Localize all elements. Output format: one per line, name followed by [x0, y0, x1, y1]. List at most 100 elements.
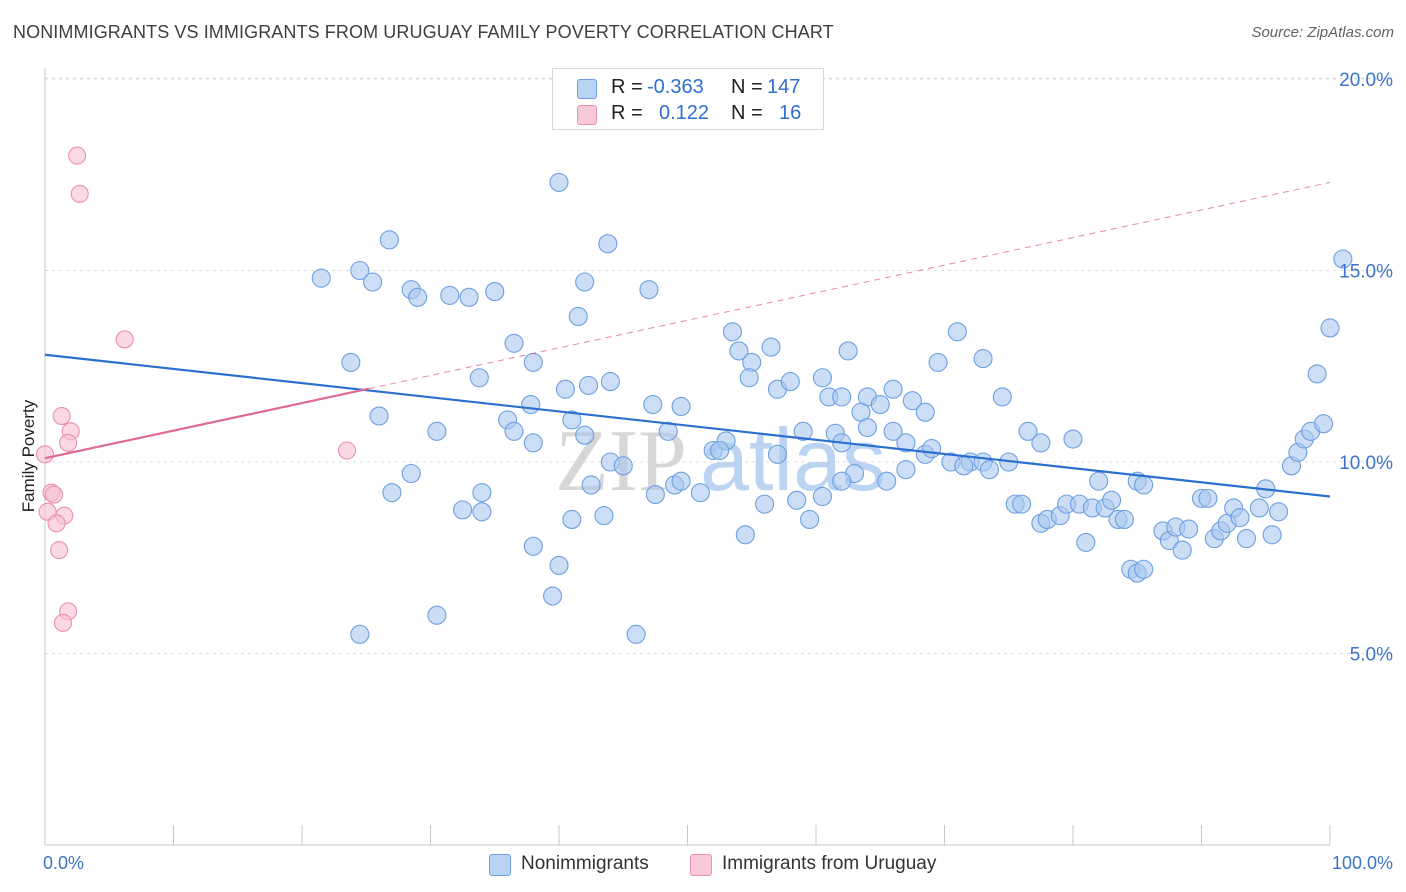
- y-tick-label: 15.0%: [1339, 262, 1393, 283]
- point-nonimmigrant: [408, 287, 428, 307]
- point-nonimmigrant: [350, 260, 370, 281]
- legend-r-label: R =: [611, 76, 643, 98]
- point-nonimmigrant: [1063, 429, 1083, 449]
- legend-swatch-blue: [577, 79, 597, 99]
- point-nonimmigrant: [643, 394, 663, 415]
- point-nonimmigrant: [1314, 414, 1334, 434]
- point-nonimmigrant: [761, 337, 781, 357]
- point-nonimmigrant: [523, 536, 543, 556]
- legend-label: Immigrants from Uruguay: [722, 853, 937, 874]
- point-nonimmigrant: [575, 272, 595, 292]
- point-nonimmigrant: [521, 394, 541, 415]
- point-nonimmigrant: [1031, 433, 1051, 453]
- point-nonimmigrant: [1230, 507, 1250, 528]
- legend-swatch-blue: [489, 854, 511, 876]
- data-points: [35, 146, 1353, 644]
- point-nonimmigrant: [690, 483, 710, 503]
- legend-r-value: 0.122: [659, 102, 710, 124]
- point-nonimmigrant: [1320, 318, 1340, 338]
- point-nonimmigrant: [469, 368, 489, 388]
- legend-swatch-pink: [690, 854, 712, 876]
- trend-line-nonimmigrants: [44, 353, 1331, 498]
- x-tick-label: 100.0%: [1332, 853, 1393, 873]
- point-nonimmigrant: [575, 425, 595, 445]
- point-nonimmigrant: [787, 490, 807, 510]
- point-nonimmigrant: [350, 624, 370, 644]
- point-nonimmigrant: [800, 509, 820, 530]
- point-uruguay: [47, 514, 66, 533]
- point-nonimmigrant: [485, 282, 505, 302]
- axes: [44, 68, 1331, 846]
- point-nonimmigrant: [1018, 421, 1038, 441]
- point-nonimmigrant: [954, 456, 974, 476]
- point-nonimmigrant: [979, 460, 1000, 480]
- trend-line-uruguay: [44, 387, 370, 460]
- point-nonimmigrant: [1307, 364, 1327, 384]
- point-nonimmigrant: [722, 322, 743, 342]
- point-uruguay: [70, 184, 89, 203]
- point-nonimmigrant: [598, 234, 618, 254]
- legend-n-value: 16: [779, 102, 802, 124]
- y-axis-label: Family Poverty: [19, 399, 38, 512]
- point-nonimmigrant: [767, 444, 788, 464]
- point-nonimmigrant: [613, 456, 633, 476]
- trend-lines: [44, 181, 1331, 498]
- point-nonimmigrant: [755, 494, 775, 514]
- point-nonimmigrant: [523, 433, 543, 453]
- point-nonimmigrant: [838, 341, 858, 361]
- point-nonimmigrant: [1134, 475, 1154, 495]
- y-tick-label: 20.0%: [1339, 70, 1393, 91]
- point-nonimmigrant: [902, 391, 922, 411]
- point-nonimmigrant: [735, 525, 755, 545]
- legend-r-value: -0.363: [647, 76, 704, 98]
- point-uruguay: [68, 146, 87, 165]
- source-credit: Source: ZipAtlas.com: [1251, 24, 1394, 41]
- point-nonimmigrant: [658, 421, 678, 441]
- point-nonimmigrant: [379, 230, 399, 250]
- point-nonimmigrant: [555, 379, 575, 399]
- point-nonimmigrant: [543, 586, 563, 606]
- point-nonimmigrant: [780, 372, 800, 392]
- point-uruguay: [115, 330, 134, 349]
- point-nonimmigrant: [472, 502, 492, 522]
- point-uruguay: [337, 441, 357, 460]
- point-nonimmigrant: [832, 387, 852, 407]
- legend-n-value: 147: [767, 76, 801, 98]
- point-nonimmigrant: [453, 500, 473, 520]
- point-nonimmigrant: [523, 352, 543, 372]
- point-nonimmigrant: [1269, 502, 1289, 522]
- point-nonimmigrant: [562, 509, 582, 530]
- legend-n-label: N =: [731, 76, 763, 98]
- point-nonimmigrant: [915, 402, 935, 422]
- point-nonimmigrant: [1134, 559, 1154, 579]
- tick-labels: 5.0% 10.0% 15.0% 20.0% 0.0% 100.0%: [43, 70, 1393, 873]
- point-nonimmigrant: [947, 322, 967, 342]
- point-nonimmigrant: [812, 486, 832, 507]
- point-nonimmigrant: [1172, 540, 1192, 560]
- point-nonimmigrant: [832, 471, 852, 491]
- point-nonimmigrant: [504, 333, 524, 353]
- point-nonimmigrant: [973, 349, 993, 369]
- point-nonimmigrant: [870, 394, 890, 415]
- point-nonimmigrant: [896, 433, 916, 453]
- point-nonimmigrant: [639, 280, 659, 300]
- point-nonimmigrant: [600, 372, 620, 392]
- point-nonimmigrant: [883, 421, 903, 441]
- point-nonimmigrant: [812, 368, 832, 388]
- point-nonimmigrant: [1236, 529, 1257, 549]
- series-legend: Nonimmigrants Immigrants from Uruguay: [0, 852, 1406, 878]
- point-nonimmigrant: [883, 379, 903, 399]
- point-nonimmigrant: [401, 463, 421, 484]
- point-nonimmigrant: [729, 341, 749, 361]
- chart-title: NONIMMIGRANTS VS IMMIGRANTS FROM URUGUAY…: [13, 22, 834, 42]
- point-nonimmigrant: [1179, 519, 1199, 539]
- point-nonimmigrant: [369, 406, 389, 426]
- point-uruguay: [44, 485, 64, 504]
- point-nonimmigrant: [562, 410, 582, 430]
- point-nonimmigrant: [440, 285, 460, 305]
- grid-lines: [45, 77, 1395, 654]
- point-uruguay: [53, 613, 73, 632]
- point-nonimmigrant: [671, 396, 691, 417]
- point-nonimmigrant: [793, 421, 813, 441]
- point-nonimmigrant: [363, 272, 383, 292]
